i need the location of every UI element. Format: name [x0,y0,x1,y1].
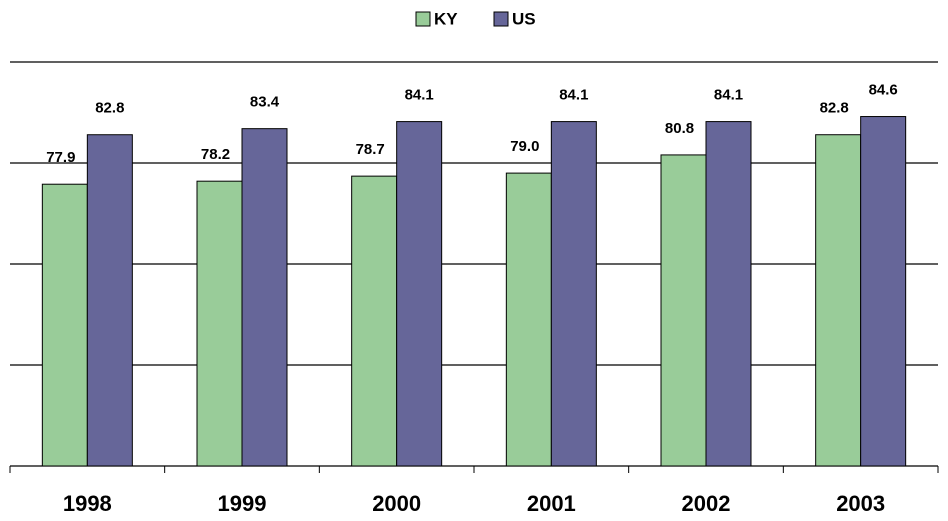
bar [860,116,907,467]
bar [86,134,133,467]
value-label: 84.1 [714,87,743,104]
bar [505,172,552,467]
x-tick-label: 2000 [372,491,421,516]
x-tick-label: 2002 [682,491,731,516]
value-label: 80.8 [665,120,694,137]
bar [815,134,862,467]
value-label: 78.7 [356,141,385,158]
bar [550,121,597,467]
value-label: 82.8 [820,100,849,117]
value-label: 84.6 [869,82,898,99]
value-label: 78.2 [201,146,230,163]
bar [351,175,398,467]
x-tick-label: 1999 [218,491,267,516]
legend-swatch [493,11,509,27]
value-label: 79.0 [510,138,539,155]
bar [396,121,443,467]
x-tick-label: 1998 [63,491,112,516]
bar [241,128,288,467]
legend-label: US [512,9,536,28]
value-label: 83.4 [250,94,280,111]
x-tick-label: 2003 [836,491,885,516]
legend-label: KY [434,9,458,28]
bar [705,121,752,467]
x-tick-label: 2001 [527,491,576,516]
bar [196,180,243,467]
bar [660,154,707,467]
bar [41,183,88,467]
value-label: 84.1 [559,87,588,104]
value-label: 84.1 [405,87,434,104]
legend-swatch [415,11,431,27]
value-label: 77.9 [46,149,75,166]
value-label: 82.8 [95,100,124,117]
